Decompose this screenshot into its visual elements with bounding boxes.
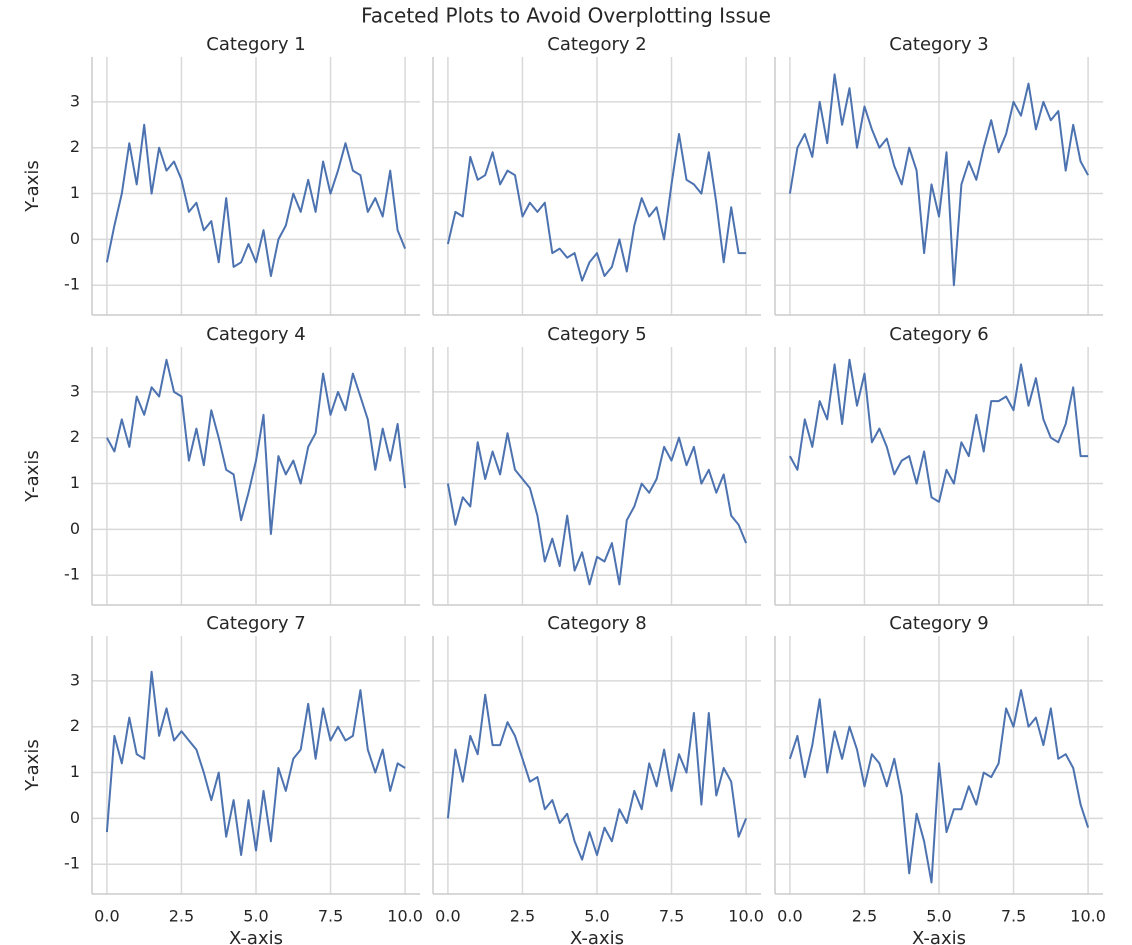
x-tick-label: 2.5 <box>510 907 535 926</box>
y-tick-label: 2 <box>70 137 80 156</box>
x-tick-label: 10.0 <box>1070 907 1106 926</box>
x-axis-label: X-axis <box>229 928 283 945</box>
y-tick-label: 0 <box>70 229 80 248</box>
y-tick-label: 3 <box>70 91 80 110</box>
data-line <box>788 73 1089 287</box>
panel-title: Category 1 <box>206 34 305 55</box>
y-tick-label: -1 <box>64 565 80 584</box>
figure-title: Faceted Plots to Avoid Overplotting Issu… <box>361 4 771 28</box>
x-tick-label: 5.0 <box>243 907 268 926</box>
x-tick-label: 10.0 <box>728 907 764 926</box>
x-tick-label: 0.0 <box>777 907 802 926</box>
panel-title: Category 7 <box>206 613 305 634</box>
y-tick-label: 2 <box>70 716 80 735</box>
y-axis-label: Y-axis <box>22 739 43 791</box>
y-tick-label: 0 <box>70 519 80 538</box>
y-tick-label: 0 <box>70 808 80 827</box>
x-tick-label: 5.0 <box>926 907 951 926</box>
data-line <box>446 693 748 861</box>
x-tick-label: 7.5 <box>659 907 684 926</box>
x-tick-label: 0.0 <box>94 907 119 926</box>
x-axis-label: X-axis <box>570 928 624 945</box>
x-axis-label: X-axis <box>912 928 966 945</box>
x-tick-label: 0.0 <box>435 907 460 926</box>
x-tick-label: 2.5 <box>852 907 877 926</box>
x-tick-label: 10.0 <box>387 907 423 926</box>
data-line <box>789 358 1089 503</box>
y-axis-label: Y-axis <box>22 450 43 502</box>
x-tick-label: 7.5 <box>1001 907 1026 926</box>
y-tick-label: -1 <box>64 275 80 294</box>
x-tick-label: 5.0 <box>584 907 609 926</box>
y-tick-label: 2 <box>70 427 80 446</box>
panel-title: Category 3 <box>889 34 988 55</box>
x-tick-label: 2.5 <box>169 907 194 926</box>
panel-title: Category 6 <box>889 324 988 345</box>
panel-title: Category 9 <box>889 613 988 634</box>
y-tick-label: 1 <box>70 473 80 492</box>
data-line <box>446 432 748 586</box>
data-line <box>446 133 747 282</box>
data-line <box>105 123 407 277</box>
panel-title: Category 8 <box>547 613 646 634</box>
y-tick-label: 3 <box>70 670 80 689</box>
y-tick-label: -1 <box>64 854 80 873</box>
panel-title: Category 5 <box>547 324 646 345</box>
y-tick-label: 3 <box>70 381 80 400</box>
y-tick-label: 1 <box>70 762 80 781</box>
data-line <box>788 689 1090 884</box>
panel-title: Category 2 <box>547 34 646 55</box>
data-line <box>106 358 407 535</box>
x-tick-label: 7.5 <box>318 907 343 926</box>
y-axis-label: Y-axis <box>22 160 43 212</box>
data-line <box>105 670 406 856</box>
panel-title: Category 4 <box>206 324 305 345</box>
y-tick-label: 1 <box>70 183 80 202</box>
